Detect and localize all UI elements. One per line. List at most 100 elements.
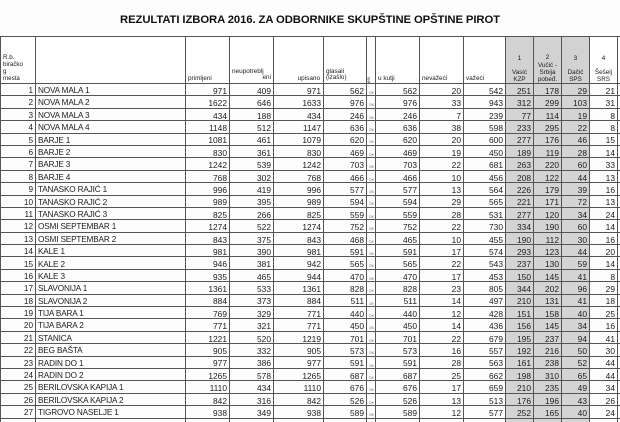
party-4-line-1: Šešelj xyxy=(594,68,613,76)
table-row[interactable]: 6 BARJE 2 830 361 830 469 OK 469 19 450 189 119 28 14… xyxy=(0,144,620,159)
row-primljeni: 905 xyxy=(185,343,230,357)
row-party-1-votes: 150 xyxy=(505,268,534,283)
row-check-icon: OK xyxy=(366,157,376,171)
table-row[interactable]: 11 TANASKO RAJIĆ 3 825 266 825 559 OK 559 28 531 2… xyxy=(0,206,620,221)
row-party-1-votes: 226 xyxy=(505,182,534,196)
table-row[interactable]: 24 RADIN DO 2 1265 578 1265 687 OK 687 25 662 198 3… xyxy=(0,367,620,382)
row-station-name: TANASKO RAJIĆ 2 xyxy=(35,194,186,208)
row-neupotrebljeni: 349 xyxy=(229,405,274,419)
table-row[interactable]: 25 BERILOVSKA KAPIJA 1 1110 434 1110 676 OK 676… xyxy=(0,380,620,394)
row-glasali: 591 xyxy=(323,355,367,370)
row-upisano: 905 xyxy=(273,343,324,357)
row-party-2-votes: 130 xyxy=(533,256,562,270)
table-row[interactable]: 1 NOVA MALA 1 971 409 971 562 OK 562 20 542 251 178… xyxy=(0,82,620,97)
table-row[interactable]: 14 KALE 1 981 390 981 591 OK 591 17 574 293 123 44 20… xyxy=(0,244,620,258)
row-u-kutji: 654 xyxy=(375,417,420,422)
row-upisano: 944 xyxy=(273,268,324,283)
row-neupotrebljeni: 361 xyxy=(229,144,274,159)
table-row[interactable]: 2 NOVA MALA 2 1622 646 1633 976 OK 976 33 943 312 2… xyxy=(0,95,620,109)
table-row[interactable]: 10 TANASKO RAJIĆ 2 989 395 989 594 OK 594 29 565 2… xyxy=(0,194,620,208)
table-row[interactable]: 7 BARJE 3 1242 539 1242 703 OK 703 22 681 263 220 60… xyxy=(0,157,620,171)
row-station-number: 24 xyxy=(0,367,36,382)
table-row[interactable]: 8 BARJE 4 768 302 768 466 OK 466 10 456 208 122 44 13… xyxy=(0,169,620,184)
header-glasali-a: glasali xyxy=(326,68,345,76)
row-neupotrebljeni: 329 xyxy=(229,306,274,320)
row-party-3-votes: 22 xyxy=(561,120,590,134)
row-party-3-votes: 40 xyxy=(561,306,590,320)
row-party-4-votes: 16 xyxy=(589,231,618,246)
row-vazeci: 565 xyxy=(463,194,506,208)
row-station-name: KALE 2 xyxy=(35,256,186,270)
row-station-number: 19 xyxy=(0,306,36,320)
row-check-icon: OK xyxy=(366,82,376,97)
row-party-3-votes: 65 xyxy=(561,367,590,382)
row-glasali: 565 xyxy=(323,256,367,270)
row-station-name: OSMI SEPTEMBAR 2 xyxy=(35,231,186,246)
row-party-2-votes: 238 xyxy=(533,355,562,370)
row-party-2-votes: 112 xyxy=(533,231,562,246)
row-station-name: KALE 3 xyxy=(35,268,186,283)
row-upisano: 1110 xyxy=(273,380,324,394)
table-row[interactable]: 28TIGROVO NASELJE 210423881042654OK65420… xyxy=(0,417,620,422)
table-row[interactable]: 18 SLAVONIJA 2 884 373 884 511 OK 511 14 497 210 13… xyxy=(0,293,620,308)
row-glasali: 687 xyxy=(323,367,367,382)
row-u-kutji: 573 xyxy=(375,343,420,357)
row-nevazeci: 17 xyxy=(419,244,464,258)
header-glasali-izaslo: glasali (izašlo) xyxy=(323,36,367,84)
row-u-kutji: 828 xyxy=(375,281,420,295)
row-neupotrebljeni: 321 xyxy=(229,318,274,332)
row-upisano: 938 xyxy=(273,405,324,419)
row-party-5-votes: 41 xyxy=(617,157,620,171)
row-check-icon: OK xyxy=(366,281,376,295)
table-row[interactable]: 4 NOVA MALA 4 1148 512 1147 636 OK 636 38 598 233 2… xyxy=(0,120,620,134)
table-row[interactable]: 5 BARJE 1 1081 461 1079 620 OK 620 20 600 277 176 46… xyxy=(0,132,620,146)
table-row[interactable]: 3 NOVA MALA 3 434 188 434 246 OK 246 7 239 77 114 19… xyxy=(0,107,620,122)
row-station-name: BEG BAŠTA xyxy=(35,343,186,357)
row-party-2-votes: 190 xyxy=(533,219,562,233)
header-neupotrebljeni-b: eni xyxy=(262,74,271,82)
row-party-3-votes: 34 xyxy=(561,206,590,221)
row-station-number: 9 xyxy=(0,182,36,196)
row-primljeni: 768 xyxy=(185,169,230,184)
row-party-3-votes: 29 xyxy=(561,82,590,97)
row-u-kutji: 469 xyxy=(375,144,420,159)
row-party-1-votes: 251 xyxy=(505,82,534,97)
row-neupotrebljeni: 302 xyxy=(229,169,274,184)
table-row[interactable]: 20 TIJA BARA 2 771 321 771 450 OK 450 14 436 156 14… xyxy=(0,318,620,332)
table-row[interactable]: 15 KALE 2 946 381 942 565 OK 565 22 543 237 130 59 14… xyxy=(0,256,620,270)
row-upisano: 942 xyxy=(273,256,324,270)
table-row[interactable]: 17 SLAVONIJA 1 1361 533 1361 828 OK 828 23 805 344… xyxy=(0,281,620,295)
row-nevazeci: 23 xyxy=(419,281,464,295)
row-glasali: 466 xyxy=(323,169,367,184)
row-glasali: 976 xyxy=(323,95,367,109)
row-primljeni: 1274 xyxy=(185,219,230,233)
row-check-icon: OK xyxy=(366,206,376,221)
row-party-1-votes: 190 xyxy=(505,231,534,246)
row-party-4-votes: 15 xyxy=(589,132,618,146)
row-party-4-votes: 8 xyxy=(589,268,618,283)
row-station-name: BERILOVSKA KAPIJA 2 xyxy=(35,392,186,407)
table-row[interactable]: 21 STANICA 1221 520 1219 701 OK 701 22 679 195 237 9… xyxy=(0,330,620,345)
table-row[interactable]: 27 TIGROVO NASELJE 1 938 349 938 589 OK 589 12 57… xyxy=(0,405,620,419)
row-party-2-votes: 122 xyxy=(533,169,562,184)
row-upisano: 842 xyxy=(273,392,324,407)
row-primljeni: 825 xyxy=(185,206,230,221)
table-row[interactable]: 12 OSMI SEPTEMBAR 1 1274 522 1274 752 OK 752 22 7… xyxy=(0,219,620,233)
table-row[interactable]: 22 BEG BAŠTA 905 332 905 573 OK 573 16 557 192 216 5… xyxy=(0,343,620,357)
table-row[interactable]: 23 RADIN DO 1 977 386 977 591 OK 591 28 563 161 238… xyxy=(0,355,620,370)
row-party-2-votes: 220 xyxy=(533,157,562,171)
row-station-number: 25 xyxy=(0,380,36,394)
row-check-icon: OK xyxy=(366,367,376,382)
row-neupotrebljeni: 188 xyxy=(229,107,274,122)
row-station-number: 8 xyxy=(0,169,36,184)
row-glasali: 562 xyxy=(323,82,367,97)
table-row[interactable]: 26 BERILOVSKA KAPIJA 2 842 316 842 526 OK 526 13… xyxy=(0,392,620,407)
row-party-4-votes: 8 xyxy=(589,120,618,134)
table-row[interactable]: 19 TIJA BARA 1 769 329 771 440 OK 440 12 428 151 15… xyxy=(0,306,620,320)
row-party-2-votes: 120 xyxy=(533,206,562,221)
row-party-3-votes: 60 xyxy=(561,219,590,233)
row-party-2-votes: 158 xyxy=(533,306,562,320)
table-row[interactable]: 13 OSMI SEPTEMBAR 2 843 375 843 468 OK 465 10 455… xyxy=(0,231,620,246)
table-row[interactable]: 9 TANASKO RAJIĆ 1 996 419 996 577 OK 577 13 564 22… xyxy=(0,182,620,196)
